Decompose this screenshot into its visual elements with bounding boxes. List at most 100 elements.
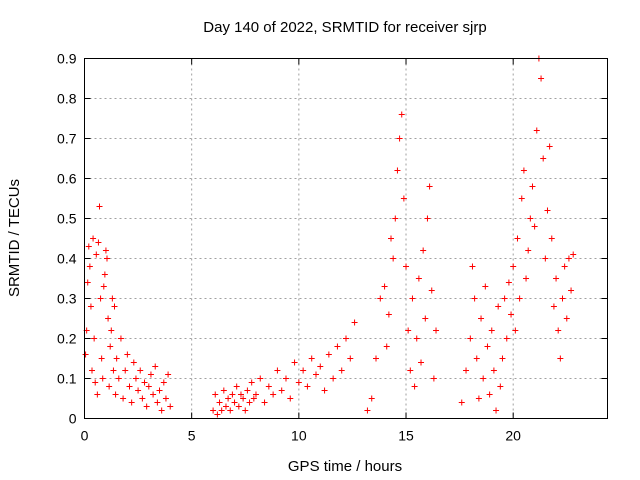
data-point — [95, 239, 102, 246]
data-point — [231, 399, 238, 406]
data-point — [85, 243, 92, 250]
data-point — [122, 367, 129, 374]
data-point — [563, 315, 570, 322]
data-point — [308, 355, 315, 362]
data-point — [548, 235, 555, 242]
data-point — [486, 391, 493, 398]
data-point — [94, 391, 101, 398]
data-point — [478, 315, 485, 322]
data-point — [261, 399, 268, 406]
data-point — [107, 343, 114, 350]
data-point — [145, 383, 152, 390]
data-point — [398, 111, 405, 118]
data-point — [92, 379, 99, 386]
data-point — [130, 359, 137, 366]
data-point — [523, 275, 530, 282]
data-point — [544, 207, 551, 214]
data-point — [218, 407, 225, 414]
data-point — [396, 135, 403, 142]
data-point — [124, 351, 131, 358]
data-point — [104, 255, 111, 262]
data-point — [87, 303, 94, 310]
data-point — [469, 263, 476, 270]
data-point — [225, 395, 232, 402]
data-point — [525, 247, 532, 254]
data-point — [106, 383, 113, 390]
data-point — [538, 75, 545, 82]
data-point — [86, 263, 93, 270]
data-point — [99, 375, 106, 382]
data-point — [282, 375, 289, 382]
data-point — [390, 255, 397, 262]
data-point — [351, 319, 358, 326]
data-point — [137, 367, 144, 374]
data-point — [317, 363, 324, 370]
data-point — [108, 327, 115, 334]
data-point — [126, 383, 133, 390]
y-tick-label: 0.7 — [57, 131, 77, 147]
data-point — [321, 387, 328, 394]
data-point — [433, 327, 440, 334]
data-point — [102, 247, 109, 254]
data-point — [100, 283, 107, 290]
data-point — [463, 367, 470, 374]
data-point — [334, 343, 341, 350]
data-point — [109, 295, 116, 302]
plot-frame — [84, 58, 608, 419]
data-point — [411, 383, 418, 390]
data-point — [117, 335, 124, 342]
data-point — [101, 271, 108, 278]
y-tick-label: 0 — [69, 411, 77, 427]
data-point — [325, 351, 332, 358]
data-point — [120, 395, 127, 402]
data-point — [471, 295, 478, 302]
grid — [84, 58, 608, 419]
data-point — [553, 275, 560, 282]
data-point — [555, 327, 562, 334]
data-point — [113, 355, 120, 362]
data-point — [516, 295, 523, 302]
data-point — [347, 355, 354, 362]
data-point — [385, 311, 392, 318]
data-point — [98, 355, 105, 362]
data-point — [531, 223, 538, 230]
data-point — [418, 359, 425, 366]
data-point — [540, 155, 547, 162]
data-point — [304, 383, 311, 390]
data-point — [214, 411, 221, 418]
data-point — [240, 395, 247, 402]
data-point — [160, 379, 167, 386]
data-point — [368, 395, 375, 402]
data-point — [557, 355, 564, 362]
data-point — [139, 395, 146, 402]
data-point — [514, 235, 521, 242]
data-point — [407, 367, 414, 374]
data-point — [488, 327, 495, 334]
data-point — [501, 295, 508, 302]
y-tick-label: 0.3 — [57, 291, 77, 307]
axis-ticks: 0 0.1 0.2 0.3 0.4 0.5 0.6 0.7 0.8 0.9 0 5 10 15 20 — [57, 51, 608, 444]
data-point — [154, 399, 161, 406]
data-point — [235, 403, 242, 410]
data-point — [424, 215, 431, 222]
data-points — [82, 55, 577, 418]
data-point — [508, 311, 515, 318]
x-axis-label: GPS time / hours — [288, 458, 402, 475]
data-point — [242, 407, 249, 414]
data-point — [529, 183, 536, 190]
data-point — [96, 203, 103, 210]
data-point — [475, 395, 482, 402]
data-point — [278, 387, 285, 394]
data-point — [497, 383, 504, 390]
y-tick-label: 0.6 — [57, 171, 77, 187]
data-point — [135, 387, 142, 394]
data-point — [458, 399, 465, 406]
data-point — [510, 263, 517, 270]
data-point — [162, 395, 169, 402]
x-tick-label: 5 — [188, 428, 196, 444]
data-point — [422, 315, 429, 322]
y-axis-label: SRMTID / TECUs — [6, 179, 23, 297]
data-point — [93, 251, 100, 258]
data-point — [420, 247, 427, 254]
data-point — [110, 367, 117, 374]
